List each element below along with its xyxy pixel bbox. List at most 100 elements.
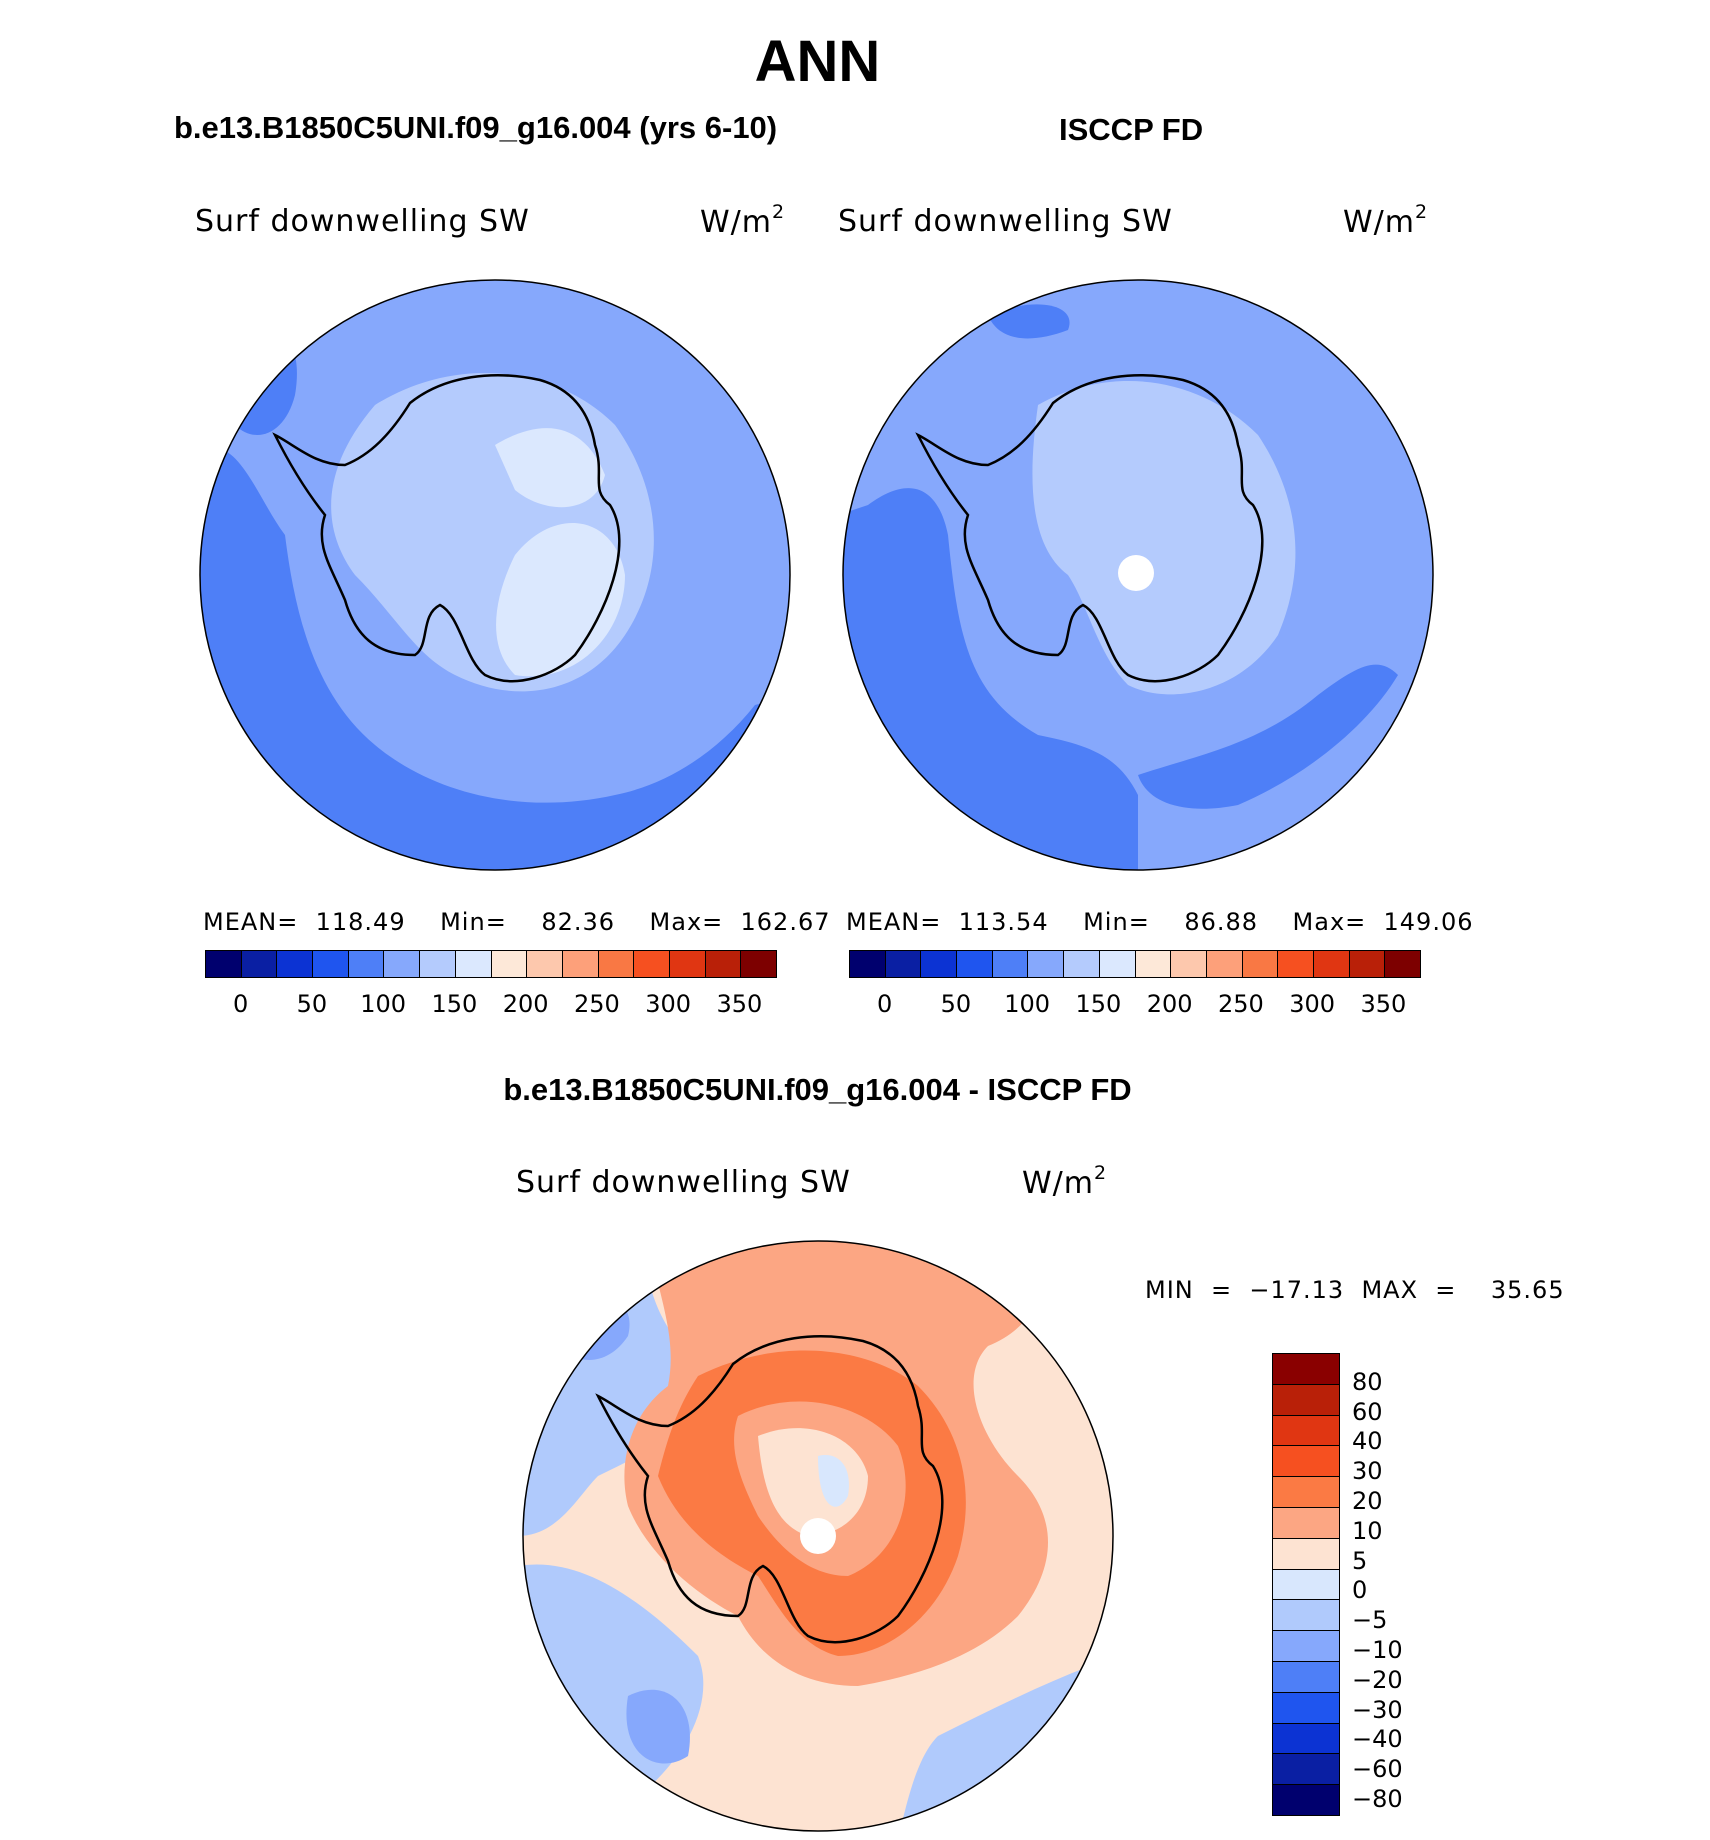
left-units-label: W/m2	[700, 201, 786, 240]
colorbar-swatch	[1313, 951, 1350, 977]
diff-variable-label: Surf downwelling SW	[516, 1165, 851, 1200]
colorbar-swatch	[241, 951, 278, 977]
colorbar-tick-label: 80	[1352, 1367, 1383, 1396]
map-pole-gap	[800, 1518, 836, 1554]
colorbar-tick-label: 250	[1217, 990, 1264, 1018]
colorbar-tick-label: 200	[502, 990, 549, 1018]
map-contour-region	[200, 447, 790, 870]
map-contour-region	[1032, 381, 1296, 695]
map-contour-region	[495, 428, 605, 508]
colorbar-swatch	[1273, 1631, 1339, 1662]
colorbar-tick-label: 30	[1352, 1457, 1383, 1486]
left-panel-title: b.e13.B1850C5UNI.f09_g16.004 (yrs 6-10)	[174, 110, 778, 145]
colorbar-swatch	[277, 951, 314, 977]
diff-colorbar-ticks: 80 60 40 30 20 10 5 0 −5 −10 −20 −30 −40 −60 −80	[1352, 1353, 1472, 1813]
colorbar-swatch	[1273, 1538, 1339, 1570]
map-contour-region	[1138, 664, 1398, 809]
colorbar-swatch	[1273, 1477, 1339, 1508]
map-contour-region	[496, 522, 625, 677]
colorbar-swatch	[1273, 1569, 1339, 1601]
right-panel-title: ISCCP FD	[1059, 112, 1204, 147]
antarctica-coastline	[595, 1335, 944, 1644]
diff-polar-map	[522, 1240, 1114, 1832]
colorbar-tick-label: −40	[1352, 1725, 1403, 1754]
colorbar-swatch	[598, 951, 635, 977]
colorbar-swatch	[669, 951, 706, 977]
colorbar-tick-label: 200	[1146, 990, 1193, 1018]
colorbar-tick-label: 0	[876, 990, 893, 1018]
left-stats: MEAN= 118.49 Min= 82.36 Max= 162.67	[203, 908, 831, 936]
colorbar-swatch	[885, 951, 922, 977]
colorbar-swatch	[206, 951, 242, 977]
colorbar-swatch	[491, 951, 528, 977]
colorbar-swatch	[1273, 1507, 1339, 1539]
antarctica-coastline	[915, 374, 1264, 683]
colorbar-swatch	[562, 951, 599, 977]
colorbar-swatch	[1273, 1754, 1339, 1786]
colorbar-tick-label: 150	[1075, 990, 1122, 1018]
colorbar-swatch	[1242, 951, 1279, 977]
colorbar-swatch	[1273, 1600, 1339, 1632]
colorbar-tick-label: 50	[940, 990, 972, 1018]
colorbar-tick-label: 100	[360, 990, 407, 1018]
diff-units-label: W/m2	[1022, 1162, 1108, 1201]
map-contour-region	[626, 1689, 690, 1764]
colorbar-tick-label: −20	[1352, 1665, 1403, 1694]
colorbar-tick-label: 250	[573, 990, 620, 1018]
colorbar-tick-label: 50	[296, 990, 328, 1018]
colorbar-tick-label: 60	[1352, 1397, 1383, 1426]
colorbar-swatch	[1385, 951, 1420, 977]
page-title: ANN	[754, 29, 881, 94]
colorbar-swatch	[455, 951, 492, 977]
colorbar-swatch	[741, 951, 776, 977]
map-contour-region	[758, 1428, 868, 1536]
map-boundary	[842, 279, 1434, 871]
colorbar-tick-label: −80	[1352, 1785, 1403, 1813]
antarctica-coastline	[272, 374, 621, 683]
colorbar-swatch	[420, 951, 456, 977]
colorbar-swatch	[313, 951, 349, 977]
right-polar-map	[842, 279, 1434, 871]
left-variable-label: Surf downwelling SW	[195, 204, 530, 239]
colorbar-tick-label: 10	[1352, 1516, 1383, 1545]
colorbar-tick-label: 20	[1352, 1487, 1383, 1515]
colorbar-swatch	[705, 951, 742, 977]
colorbar-tick-label: 0	[232, 990, 249, 1018]
diff-stats: MIN = −17.13 MAX = 35.65	[1145, 1276, 1565, 1304]
colorbar-swatch	[1206, 951, 1243, 977]
map-contour-region	[988, 304, 1070, 339]
colorbar-tick-label: 40	[1352, 1427, 1383, 1456]
colorbar-swatch	[348, 951, 385, 977]
colorbar-swatch	[1273, 1354, 1339, 1385]
left-colorbar-ticks: 0 50 100 150 200 250 300 350	[205, 990, 775, 1020]
colorbar-tick-label: −5	[1352, 1606, 1388, 1635]
colorbar-swatch	[1273, 1384, 1339, 1416]
colorbar-swatch	[1273, 1785, 1339, 1815]
colorbar-tick-label: 5	[1352, 1546, 1368, 1575]
colorbar-tick-label: −60	[1352, 1755, 1403, 1784]
map-contour-region	[818, 1455, 849, 1507]
left-polar-map	[199, 279, 791, 871]
colorbar-tick-label: 0	[1352, 1576, 1368, 1605]
colorbar-swatch	[1273, 1446, 1339, 1478]
colorbar-swatch	[850, 951, 886, 977]
colorbar-swatch	[1171, 951, 1207, 977]
left-colorbar	[205, 950, 777, 978]
colorbar-swatch	[1273, 1415, 1339, 1447]
right-units-label: W/m2	[1343, 201, 1429, 240]
colorbar-tick-label: 300	[645, 990, 692, 1018]
colorbar-swatch	[992, 951, 1029, 977]
colorbar-swatch	[1099, 951, 1136, 977]
colorbar-swatch	[1273, 1692, 1339, 1724]
map-boundary	[522, 1240, 1114, 1832]
colorbar-tick-label: 300	[1289, 990, 1336, 1018]
colorbar-swatch	[1273, 1661, 1339, 1693]
right-colorbar	[849, 950, 1421, 978]
colorbar-swatch	[634, 951, 670, 977]
colorbar-tick-label: 350	[716, 990, 763, 1018]
diff-panel-title: b.e13.B1850C5UNI.f09_g16.004 - ISCCP FD	[503, 1072, 1132, 1107]
diff-colorbar	[1272, 1353, 1340, 1816]
colorbar-tick-label: 150	[431, 990, 478, 1018]
colorbar-swatch	[1028, 951, 1065, 977]
colorbar-tick-label: −30	[1352, 1695, 1403, 1724]
